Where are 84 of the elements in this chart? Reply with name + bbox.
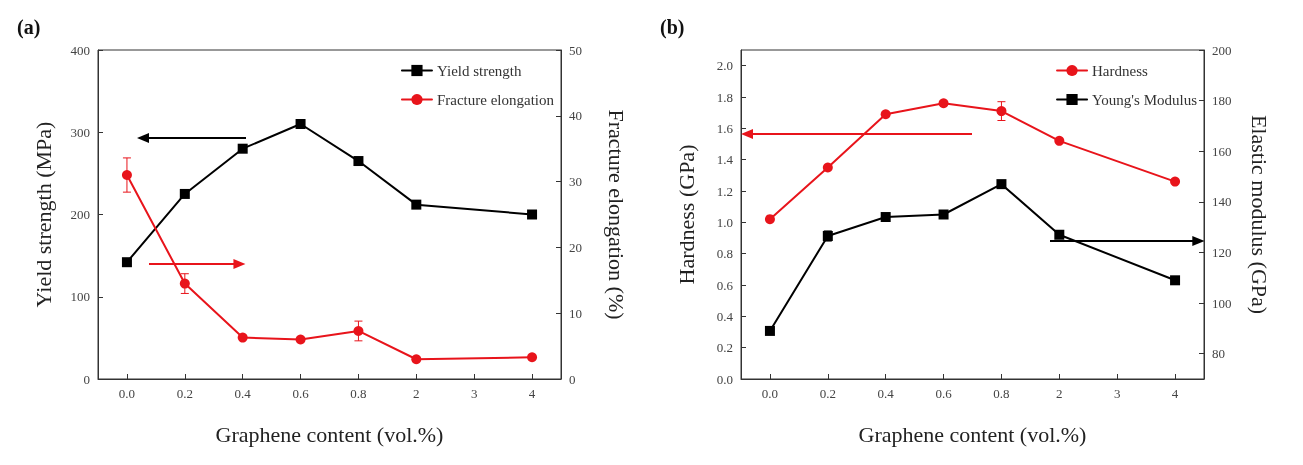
y-tick-label: 0.0 [716, 371, 733, 387]
point [121, 170, 132, 181]
x-axis-title: Graphene content (vol.%) [858, 421, 1087, 447]
y-tick-label: 0 [83, 371, 90, 387]
x-tick-label: 0.6 [292, 386, 310, 401]
point [996, 106, 1007, 117]
y2-tick-label: 0 [569, 371, 576, 387]
y-tick-label: 0.2 [716, 340, 733, 356]
y-tick-label: 1.2 [716, 183, 733, 199]
point [411, 199, 422, 210]
point [179, 188, 190, 199]
y2-axis-title: Elastic modulus (GPa) [1246, 114, 1272, 315]
y2-tick-label: 180 [1212, 93, 1232, 109]
y-tick-label: 1.6 [716, 120, 734, 136]
x-tick-label: 0.0 [761, 386, 779, 401]
y-tick-label: 1.0 [716, 214, 733, 230]
y-tick-label: 0.4 [716, 308, 734, 324]
point [938, 98, 949, 109]
chart-title: (b) [660, 16, 685, 39]
x-tick-label: 3 [470, 386, 478, 401]
y-tick-label: 0.6 [716, 277, 734, 293]
legend-label: Hardness [1092, 62, 1149, 79]
point [880, 109, 891, 120]
chart-title: (a) [17, 16, 41, 39]
y2-tick-label: 140 [1212, 194, 1232, 210]
point [237, 332, 248, 343]
point [1054, 229, 1065, 240]
y2-tick-label: 160 [1212, 143, 1232, 159]
y-tick-label: 300 [70, 124, 90, 140]
y-tick-label: 200 [70, 207, 90, 222]
y-axis-title: Hardness (GPa) [673, 144, 699, 285]
x-axis-title: Graphene content (vol.%) [215, 421, 444, 447]
y-tick-label: 100 [70, 289, 90, 305]
legend-label: Yield strength [436, 62, 523, 79]
point [1170, 275, 1181, 286]
y2-axis-title: Fracture elongation (%) [603, 109, 629, 320]
x-tick-label: 2 [1056, 386, 1063, 401]
point [179, 278, 190, 289]
y-axis-title: Yield strength (MPa) [30, 121, 56, 308]
x-tick-label: 0.8 [993, 386, 1010, 401]
point [1170, 176, 1181, 187]
y2-tick-label: 40 [569, 108, 582, 124]
x-tick-label: 4 [1171, 386, 1179, 401]
y-tick-label: 2.0 [716, 58, 733, 74]
point [822, 162, 833, 173]
y2-tick-label: 200 [1212, 42, 1232, 58]
x-tick-label: 0.4 [234, 386, 252, 401]
y2-tick-label: 80 [1212, 346, 1225, 362]
legend-label: Fracture elongation [436, 91, 555, 108]
point [295, 334, 306, 345]
point [996, 179, 1007, 190]
y-tick-label: 400 [70, 42, 90, 58]
point [764, 214, 775, 225]
y2-tick-label: 50 [569, 42, 582, 58]
point [527, 352, 538, 363]
point [237, 143, 248, 154]
point [527, 209, 538, 220]
y2-tick-label: 100 [1212, 295, 1232, 311]
x-tick-label: 2 [413, 386, 420, 401]
x-tick-label: 0.6 [935, 386, 953, 401]
x-tick-label: 0.2 [819, 386, 836, 401]
point [121, 257, 132, 268]
y-tick-label: 1.8 [716, 89, 733, 105]
y2-tick-label: 120 [1212, 244, 1232, 260]
point [764, 325, 775, 336]
x-tick-label: 0.8 [350, 386, 367, 401]
y2-tick-label: 20 [569, 239, 582, 255]
y2-tick-label: 10 [569, 305, 582, 321]
x-tick-label: 0.2 [176, 386, 193, 401]
x-tick-label: 0.4 [877, 386, 895, 401]
x-tick-label: 0.0 [118, 386, 136, 401]
point [353, 156, 364, 167]
point [880, 212, 891, 223]
legend-label: Young's Modulus [1092, 91, 1198, 108]
y-tick-label: 0.8 [716, 246, 733, 262]
y-tick-label: 1.4 [716, 152, 734, 168]
point [295, 119, 306, 130]
x-tick-label: 4 [528, 386, 536, 401]
x-tick-label: 3 [1113, 386, 1121, 401]
point [353, 325, 364, 336]
point [1054, 135, 1065, 146]
y2-tick-label: 30 [569, 174, 582, 190]
point [411, 354, 422, 365]
point [938, 209, 949, 220]
